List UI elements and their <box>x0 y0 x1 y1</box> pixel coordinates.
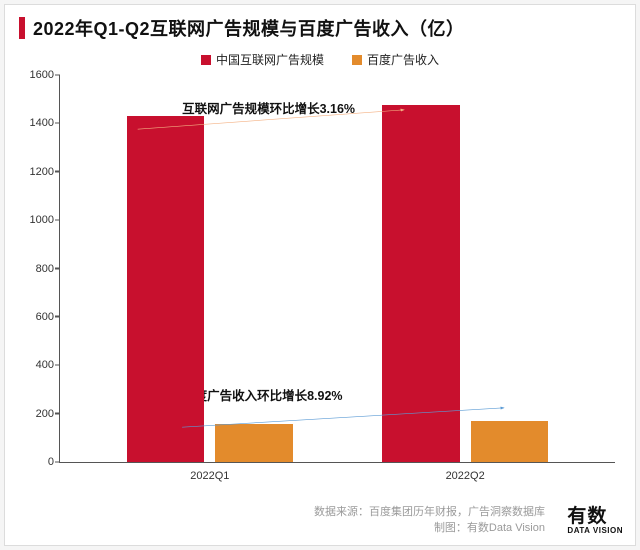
chart-title: 2022年Q1-Q2互联网广告规模与百度广告收入（亿） <box>33 15 465 41</box>
brand-cn: 有数 <box>567 501 623 528</box>
bar-series2 <box>215 424 293 462</box>
footer-credits: 数据来源：百度集团历年财报，广告洞察数据库 制图：有数Data Vision <box>314 505 545 537</box>
footer-line-1: 数据来源：百度集团历年财报，广告洞察数据库 <box>314 505 545 521</box>
y-tick-label: 1400 <box>20 117 54 129</box>
legend-label-2: 百度广告收入 <box>367 51 439 68</box>
title-accent-bar <box>19 17 25 39</box>
legend-item-2: 百度广告收入 <box>352 51 439 68</box>
bar-series1 <box>127 116 205 462</box>
y-tick-mark <box>55 364 60 366</box>
y-tick-mark <box>55 268 60 270</box>
chart-area: 互联网广告规模环比增长3.16% 百度广告收入环比增长8.92% 0 200 400… <box>19 69 621 487</box>
legend-swatch-2 <box>352 55 362 65</box>
y-tick-mark <box>55 316 60 318</box>
y-tick-mark <box>55 461 60 463</box>
annotation-1: 互联网广告规模环比增长3.16% <box>182 98 355 117</box>
y-tick-mark <box>55 413 60 415</box>
x-category-label: 2022Q1 <box>190 470 229 482</box>
y-tick-label: 0 <box>20 456 54 468</box>
y-tick-mark <box>55 74 60 76</box>
y-tick-label: 1600 <box>20 69 54 81</box>
legend-item-1: 中国互联网广告规模 <box>201 51 324 68</box>
legend-label-1: 中国互联网广告规模 <box>216 51 324 68</box>
y-tick-label: 600 <box>20 311 54 323</box>
footer-line-2: 制图：有数Data Vision <box>314 521 545 537</box>
y-tick-mark <box>55 122 60 124</box>
brand-mark: 有数 DATA VISION <box>567 501 623 535</box>
y-tick-mark <box>55 171 60 173</box>
plot-area: 互联网广告规模环比增长3.16% 百度广告收入环比增长8.92% 0200400… <box>59 75 615 463</box>
annotation-2: 百度广告收入环比增长8.92% <box>182 385 342 404</box>
y-tick-label: 200 <box>20 408 54 420</box>
y-tick-mark <box>55 219 60 221</box>
bar-series1 <box>382 105 460 462</box>
y-tick-label: 400 <box>20 359 54 371</box>
x-category-label: 2022Q2 <box>446 470 485 482</box>
legend-swatch-1 <box>201 55 211 65</box>
bar-series2 <box>471 421 549 462</box>
y-tick-label: 1200 <box>20 166 54 178</box>
y-tick-label: 1000 <box>20 214 54 226</box>
brand-en: DATA VISION <box>567 526 623 535</box>
legend: 中国互联网广告规模 百度广告收入 <box>5 51 635 68</box>
y-tick-label: 800 <box>20 263 54 275</box>
